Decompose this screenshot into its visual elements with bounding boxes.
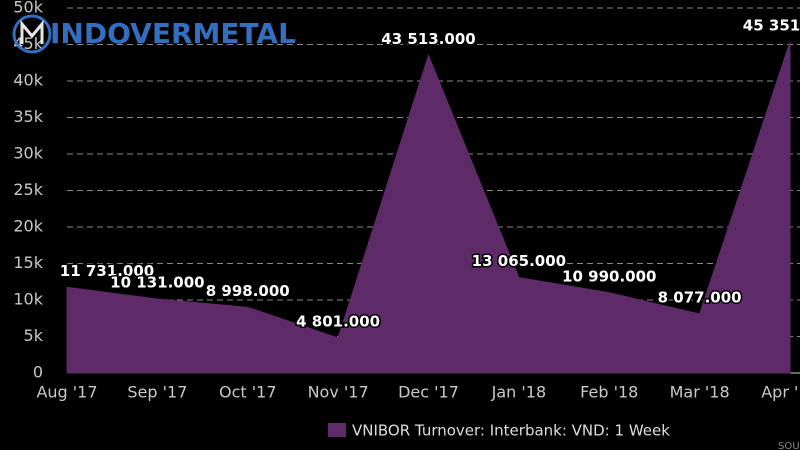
y-tick-label: 5k (24, 326, 44, 345)
y-tick-label: 0 (33, 363, 43, 382)
logo-m (20, 19, 44, 44)
value-label: 11 731.000 (60, 262, 154, 280)
value-label: 4 801.000 (296, 312, 380, 330)
y-tick-label: 20k (13, 217, 43, 236)
y-tick-label: 35k (13, 107, 43, 126)
x-tick-label: Feb '18 (580, 383, 638, 402)
y-tick-label: 25k (13, 180, 43, 199)
x-tick-label: Jan '18 (491, 383, 547, 402)
logo: INDOVERMETAL (12, 14, 296, 54)
value-label: 10 990.000 (562, 267, 656, 285)
x-tick-label: Oct '17 (219, 383, 277, 402)
value-label: 13 065.000 (472, 252, 566, 270)
y-tick-label: 15k (13, 253, 43, 272)
area (66, 41, 791, 374)
watermark: INDOVERMETAL (50, 17, 296, 50)
x-tick-label: Nov '17 (308, 383, 369, 402)
value-label: 8 077.000 (658, 289, 742, 307)
value-label: 43 513.000 (381, 30, 475, 48)
logo-ring (12, 14, 52, 54)
legend-label: VNIBOR Turnover: Interbank: VND: 1 Week (352, 422, 670, 440)
value-label: 8 998.000 (206, 282, 290, 300)
y-tick-label: 10k (13, 290, 43, 309)
x-tick-label: Sep '17 (127, 383, 187, 402)
value-label: 10 131.000 (110, 274, 204, 292)
x-tick-label: Aug '17 (36, 383, 97, 402)
x-tick-label: Dec '17 (398, 383, 459, 402)
x-tick-label: Mar '18 (670, 383, 730, 402)
x-tick-label: Apr '18 (761, 383, 800, 402)
y-tick-label: 30k (13, 144, 43, 163)
source: SOU (778, 441, 800, 450)
value-label: 45 351.000 (743, 16, 800, 34)
y-tick-label: 50k (13, 0, 43, 17)
legend-swatch (328, 423, 346, 437)
y-tick-label: 40k (13, 71, 43, 90)
